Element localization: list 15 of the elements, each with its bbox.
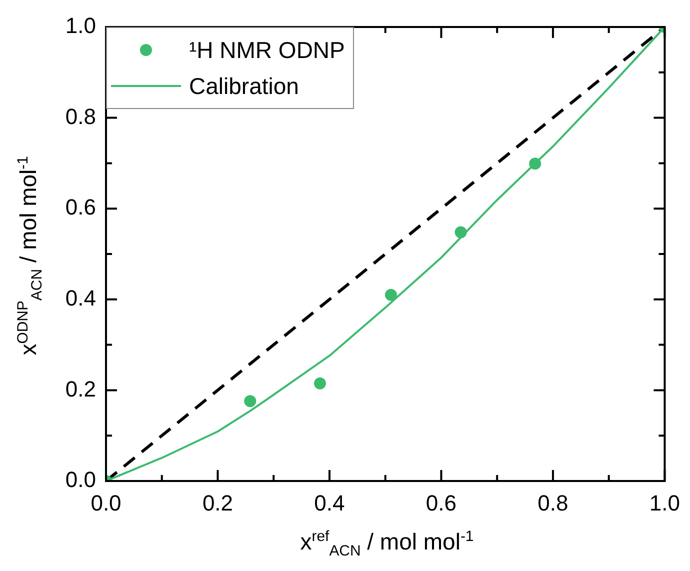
- x-tick-label: 0.8: [538, 490, 568, 516]
- legend-label: Calibration: [189, 72, 299, 100]
- legend-label: ¹H NMR ODNP: [189, 36, 345, 64]
- x-tick-label: 0.0: [90, 490, 122, 516]
- y-tick-label: 0.4: [65, 285, 96, 310]
- x-tick-label: 0.4: [314, 490, 345, 516]
- y-tick-label: 0.2: [65, 376, 96, 402]
- x-tick-label: 0.6: [426, 490, 457, 516]
- x-axis-title: x$^{ref}$$_{ACN}$ / mol mol$^{-1}$: [299, 528, 475, 560]
- x-tick-label: 0.2: [202, 490, 234, 516]
- y-tick-label: 0.6: [65, 194, 96, 220]
- y-tick-label: 0.8: [65, 104, 96, 129]
- y-tick-label: 1.0: [65, 13, 96, 38]
- x-tick-label: 1.0: [649, 490, 680, 516]
- y-tick-label: 0.0: [65, 467, 96, 492]
